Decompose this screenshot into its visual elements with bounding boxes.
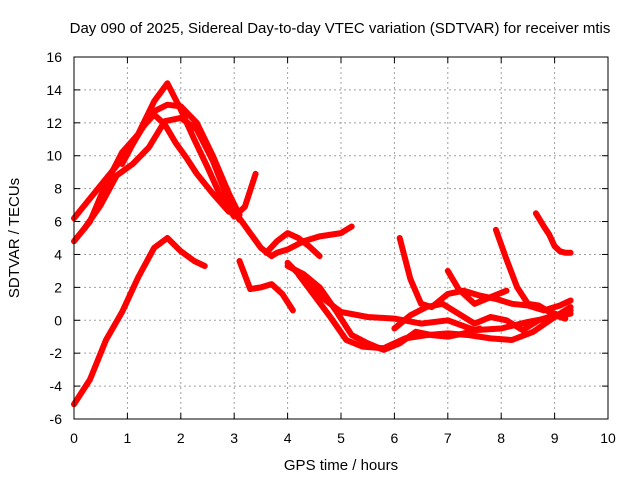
x-tick-label: 9 xyxy=(551,430,559,446)
chart-title: Day 090 of 2025, Sidereal Day-to-day VTE… xyxy=(70,20,611,37)
y-tick-label: -6 xyxy=(50,411,63,427)
y-tick-labels: -6 -4 -2 0 2 4 6 8 10 12 14 16 xyxy=(46,49,62,427)
y-tick-label: -4 xyxy=(50,378,63,394)
x-tick-label: 8 xyxy=(497,430,505,446)
grid xyxy=(74,57,608,419)
y-tick-label: 12 xyxy=(46,115,62,131)
series-group xyxy=(71,80,574,408)
x-tick-label: 4 xyxy=(284,430,292,446)
y-tick-label: 0 xyxy=(54,312,62,328)
y-tick-label: 14 xyxy=(46,82,62,98)
axis-ticks xyxy=(73,56,609,420)
y-tick-label: 4 xyxy=(54,246,62,262)
y-tick-label: 16 xyxy=(46,49,62,65)
series-arc-4 xyxy=(119,111,232,215)
x-tick-label: 2 xyxy=(177,430,185,446)
series-arc-14 xyxy=(444,267,510,307)
series-arc-11 xyxy=(284,263,483,353)
series-arc-9 xyxy=(284,259,574,334)
y-tick-label: 2 xyxy=(54,279,62,295)
x-tick-label: 0 xyxy=(70,430,78,446)
x-tick-label: 6 xyxy=(391,430,399,446)
series-arc-5 xyxy=(236,215,355,260)
x-tick-label: 7 xyxy=(444,430,452,446)
x-tick-label: 1 xyxy=(124,430,132,446)
y-tick-label: -2 xyxy=(50,345,63,361)
y-tick-label: 6 xyxy=(54,214,62,230)
y-axis-title: SDTVAR / TECUs xyxy=(6,178,23,298)
y-tick-label: 10 xyxy=(46,148,62,164)
series-arc-6 xyxy=(263,230,323,260)
series-arc-13 xyxy=(391,300,569,334)
series-arc-15 xyxy=(492,226,574,319)
x-tick-labels: 0 1 2 3 4 5 6 7 8 9 10 xyxy=(70,430,616,446)
x-tick-label: 5 xyxy=(337,430,345,446)
x-tick-label: 3 xyxy=(230,430,238,446)
x-axis-title: GPS time / hours xyxy=(284,457,398,474)
series-arc-16 xyxy=(532,210,574,256)
series-arc-8 xyxy=(236,258,296,314)
series-arc-7 xyxy=(71,235,208,408)
x-tick-label: 10 xyxy=(600,430,616,446)
y-tick-label: 8 xyxy=(54,181,62,197)
